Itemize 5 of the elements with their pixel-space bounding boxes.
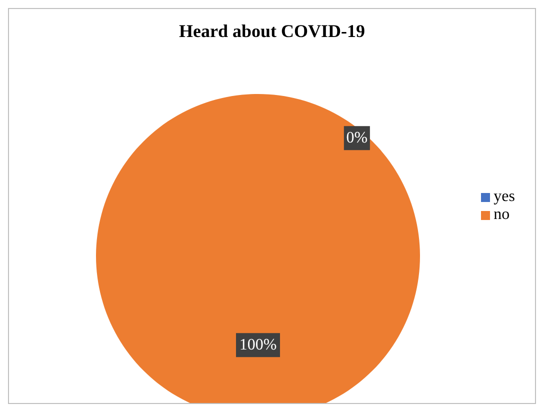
data-label: 100% xyxy=(239,336,277,354)
text: 0% xyxy=(346,130,368,147)
legend-label: yes xyxy=(494,188,515,205)
chart-title: Heard about COVID-19 xyxy=(178,21,366,42)
legend-label: no xyxy=(494,206,510,223)
